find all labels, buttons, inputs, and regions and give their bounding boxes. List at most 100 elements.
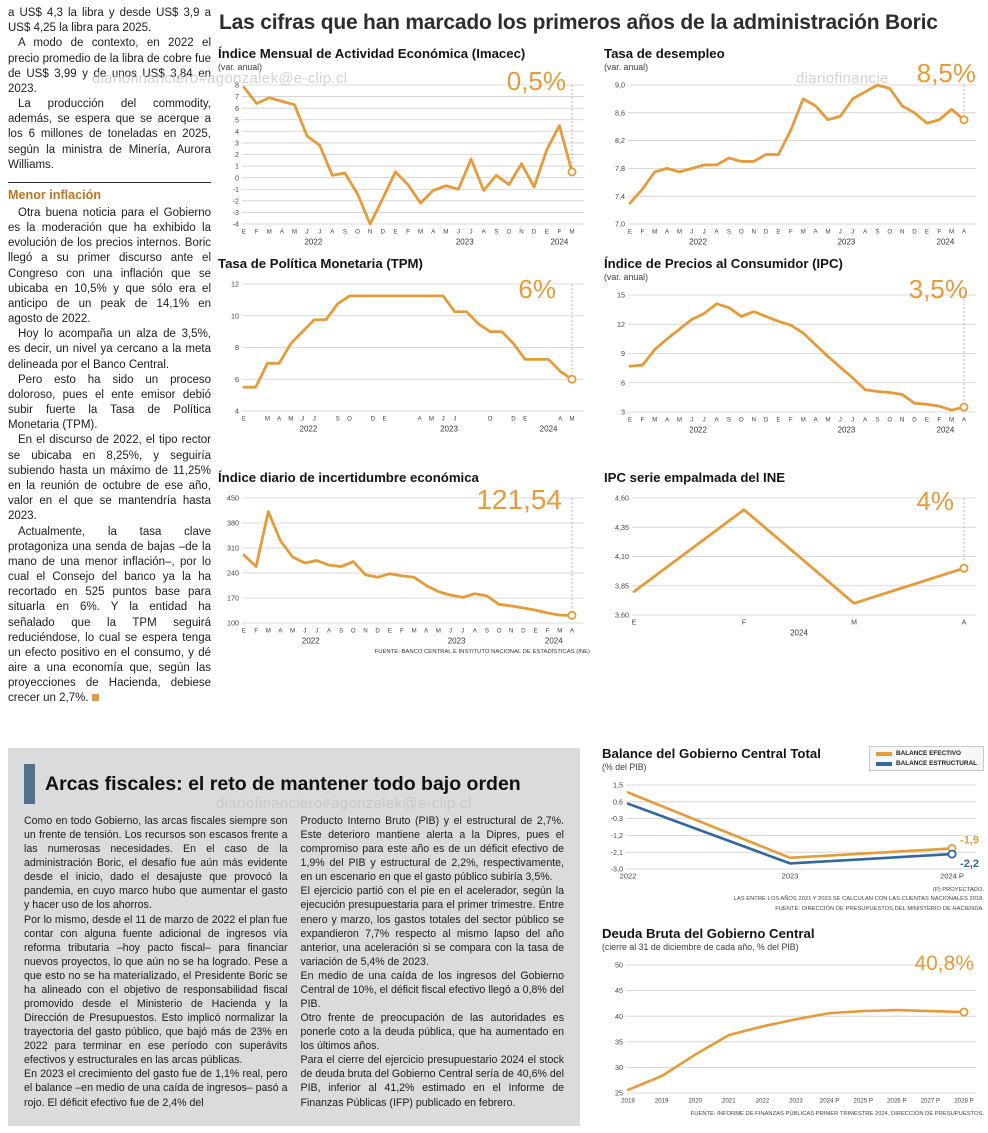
- svg-text:-4: -4: [233, 220, 239, 229]
- svg-text:2026 P: 2026 P: [887, 1098, 907, 1105]
- article-paragraph: Hoy lo acompaña un alza de 3,5%, es deci…: [8, 328, 211, 371]
- svg-text:N: N: [900, 417, 904, 424]
- svg-text:E: E: [533, 628, 537, 635]
- svg-text:2020: 2020: [688, 1098, 702, 1105]
- chart-big-value: 6%: [518, 274, 556, 304]
- svg-text:S: S: [485, 628, 489, 635]
- svg-text:2023: 2023: [456, 238, 474, 247]
- svg-text:2018: 2018: [621, 1098, 635, 1105]
- svg-text:F: F: [789, 229, 793, 236]
- svg-text:N: N: [509, 628, 513, 635]
- svg-text:E: E: [628, 417, 632, 424]
- chart-ipc: Índice de Precios al Consumidor (IPC) (v…: [604, 256, 984, 435]
- svg-text:2: 2: [235, 150, 239, 159]
- svg-text:J: J: [318, 229, 321, 236]
- svg-text:E: E: [242, 416, 246, 423]
- svg-text:A: A: [424, 628, 429, 635]
- chart-title: Índice Mensual de Actividad Económica (I…: [218, 46, 526, 61]
- svg-text:O: O: [351, 628, 356, 635]
- svg-text:2022: 2022: [620, 872, 637, 881]
- svg-text:5: 5: [235, 115, 239, 124]
- svg-text:2022: 2022: [302, 637, 320, 646]
- svg-text:10: 10: [231, 311, 239, 320]
- svg-text:0,6: 0,6: [613, 797, 623, 806]
- svg-text:A: A: [665, 229, 670, 236]
- svg-text:J: J: [703, 417, 706, 424]
- svg-text:A: A: [665, 417, 670, 424]
- svg-text:M: M: [851, 620, 857, 627]
- svg-text:8: 8: [235, 81, 239, 90]
- fiscal-text-column-1: Como en todo Gobierno, las arcas fiscale…: [24, 814, 288, 1110]
- svg-text:45: 45: [615, 986, 623, 995]
- svg-text:S: S: [339, 628, 343, 635]
- chart-title: Índice de Precios al Consumidor (IPC): [604, 256, 843, 271]
- svg-text:2024: 2024: [545, 637, 563, 646]
- svg-text:7,0: 7,0: [615, 220, 625, 229]
- svg-text:7,4: 7,4: [615, 192, 625, 201]
- svg-text:12: 12: [231, 280, 239, 289]
- svg-text:J: J: [839, 229, 842, 236]
- svg-text:M: M: [801, 417, 806, 424]
- svg-text:4,60: 4,60: [615, 494, 629, 503]
- chart-title: Índice diario de incertidumbre económica: [218, 470, 479, 485]
- chart-incertidumbre: Índice diario de incertidumbre económica…: [218, 470, 590, 655]
- svg-text:S: S: [875, 417, 879, 424]
- svg-text:A: A: [431, 229, 436, 236]
- svg-text:170: 170: [227, 594, 239, 603]
- svg-text:O: O: [507, 229, 512, 236]
- svg-text:2023: 2023: [448, 637, 466, 646]
- svg-text:S: S: [875, 229, 879, 236]
- svg-text:M: M: [801, 229, 806, 236]
- svg-text:E: E: [776, 417, 780, 424]
- svg-text:E: E: [383, 416, 387, 423]
- svg-text:2024: 2024: [937, 426, 955, 435]
- svg-text:F: F: [255, 229, 259, 236]
- svg-text:15: 15: [617, 291, 625, 300]
- chart-footnote: LAS ENTRE LOS AÑOS 2021 Y 2023 SE CALCUL…: [733, 896, 984, 903]
- svg-text:M: M: [436, 628, 441, 635]
- article-paragraph: Actualmente, la tasa clave protagoniza u…: [8, 525, 211, 707]
- chart-balance: Balance del Gobierno Central Total (% de…: [602, 746, 984, 914]
- headline-accent-bar: [24, 764, 35, 804]
- svg-text:F: F: [640, 229, 644, 236]
- svg-text:40: 40: [615, 1012, 623, 1021]
- chart-subtitle: (cierre al 31 de diciembre de cada año, …: [602, 942, 799, 952]
- svg-text:A: A: [863, 417, 868, 424]
- chart-title: Tasa de Política Monetaria (TPM): [218, 256, 423, 271]
- chart-tpm: Tasa de Política Monetaria (TPM) 6% 12 10…: [218, 256, 590, 434]
- svg-text:-1: -1: [233, 185, 239, 194]
- svg-text:9,0: 9,0: [615, 81, 625, 90]
- chart-big-value: 121,54: [476, 484, 562, 515]
- svg-text:D: D: [381, 229, 386, 236]
- svg-text:N: N: [751, 417, 755, 424]
- chart-footnote: (P) PROYECTADO.: [932, 887, 984, 893]
- svg-text:4: 4: [235, 407, 239, 416]
- svg-text:N: N: [368, 229, 372, 236]
- svg-text:A: A: [715, 417, 720, 424]
- line-chart-svg: 4,60 4,35 4,10 3,85 3,60E F M A 2024: [615, 494, 976, 638]
- article-paragraph: Otra buena noticia para el Gobierno es l…: [8, 206, 211, 326]
- svg-text:S: S: [494, 229, 498, 236]
- svg-text:2027 P: 2027 P: [921, 1098, 941, 1105]
- svg-text:2024: 2024: [937, 238, 955, 247]
- svg-text:-1,2: -1,2: [611, 831, 623, 840]
- svg-text:3,85: 3,85: [615, 581, 629, 590]
- chart-footnote: FUENTE: INFORME DE FINANZAS PÚBLICAS PRI…: [690, 1111, 984, 1117]
- svg-text:J: J: [457, 229, 460, 236]
- article-paragraph: A modo de contexto, en 2022 el precio pr…: [8, 37, 211, 95]
- svg-text:2023: 2023: [838, 426, 856, 435]
- article-paragraph: Como en todo Gobierno, las arcas fiscale…: [24, 815, 288, 912]
- svg-text:A: A: [418, 416, 423, 423]
- svg-text:F: F: [254, 628, 258, 635]
- svg-text:J: J: [442, 416, 445, 423]
- svg-text:D: D: [511, 416, 516, 423]
- chart-legend: BALANCE EFECTIVO BALANCE ESTRUCTURAL: [869, 746, 984, 771]
- svg-text:O: O: [887, 417, 892, 424]
- svg-text:E: E: [523, 416, 527, 423]
- svg-text:M: M: [288, 416, 293, 423]
- svg-text:A: A: [715, 229, 720, 236]
- svg-text:E: E: [545, 229, 549, 236]
